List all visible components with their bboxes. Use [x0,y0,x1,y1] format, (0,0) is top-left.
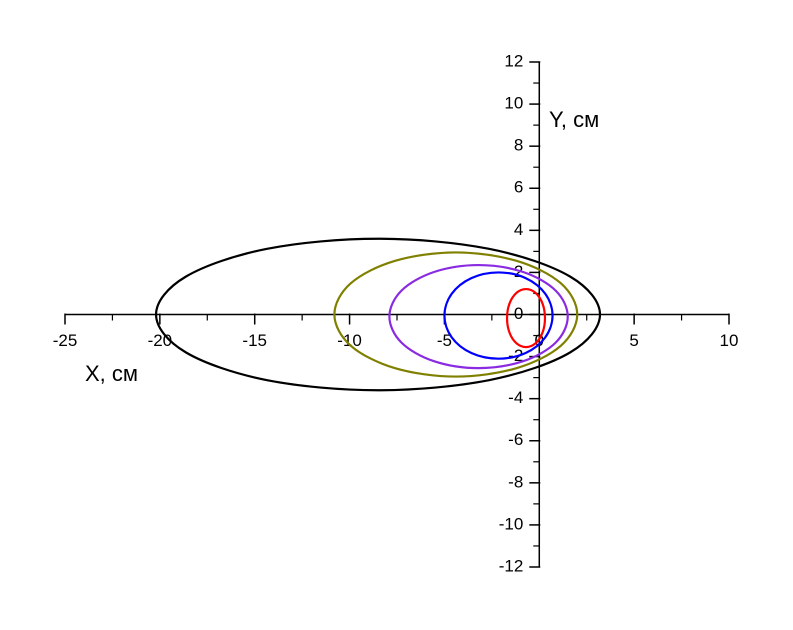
y-tick-label: -12 [499,556,524,575]
orbit-line [388,263,569,370]
y-tick-label: 0 [514,304,523,323]
x-tick-label: -15 [242,331,267,350]
y-tick-label: -4 [508,388,523,407]
x-tick-label: 10 [720,331,739,350]
y-tick-label: 10 [504,94,523,113]
y-tick-label: -6 [508,430,523,449]
y-tick-label: 4 [514,220,523,239]
y-tick-label: 8 [514,136,523,155]
y-tick-label: -8 [508,472,523,491]
y-axis-title: Y, см [549,107,599,132]
y-tick-label: -10 [499,514,524,533]
x-tick-label: -25 [53,331,78,350]
orbit-line [443,271,554,360]
orbit-line [333,251,579,378]
y-tick-label: 6 [514,178,523,197]
x-axis-title: X, см [85,361,138,386]
x-tick-label: 5 [629,331,638,350]
x-tick-label: -5 [437,331,452,350]
orbit-line [154,237,602,392]
y-tick-label: 12 [504,51,523,70]
orbit-line [505,287,547,349]
x-tick-label: -10 [337,331,362,350]
